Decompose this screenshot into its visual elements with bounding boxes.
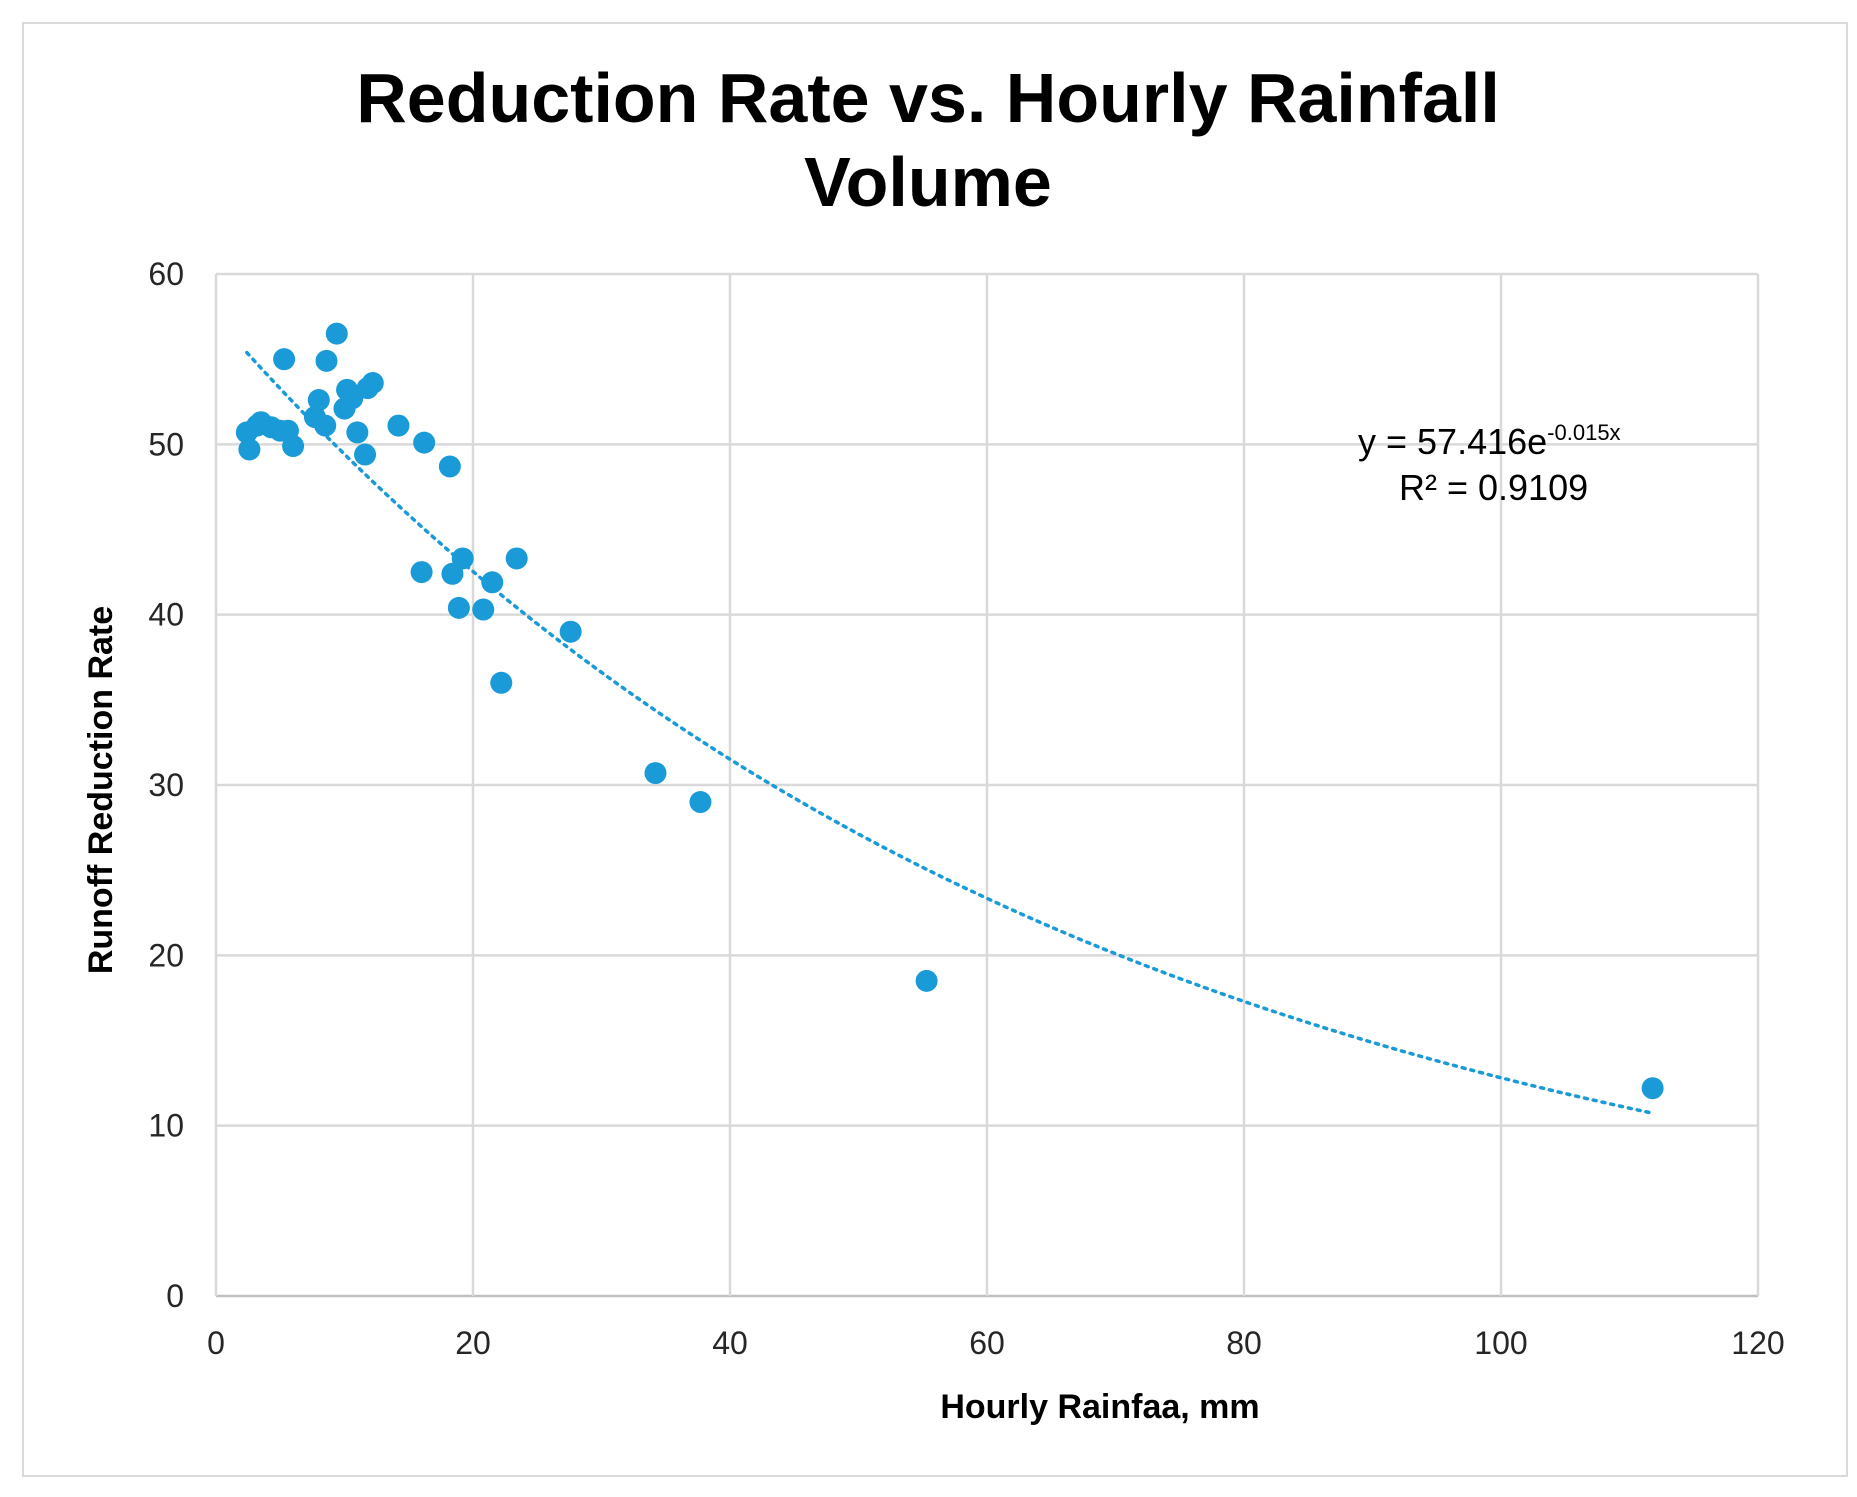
x-tick-label: 120 (1731, 1325, 1784, 1361)
data-point (410, 561, 433, 584)
y-tick-label: 30 (148, 767, 184, 803)
y-tick-label: 50 (148, 426, 184, 462)
data-point (915, 969, 938, 992)
equation-base: y = 57.416e (1358, 421, 1547, 462)
data-point (315, 349, 338, 372)
r-squared-label: R² = 0.9109 (1399, 467, 1588, 508)
y-tick-label: 40 (148, 597, 184, 633)
x-tick-label: 80 (1226, 1325, 1262, 1361)
data-point (689, 791, 712, 814)
y-tick-label: 60 (148, 256, 184, 292)
x-tick-label: 20 (455, 1325, 491, 1361)
chart-frame (22, 22, 1848, 1477)
data-point (413, 431, 436, 454)
data-point (282, 435, 305, 458)
data-point (481, 571, 504, 594)
chart-title-line-2: Volume (804, 143, 1052, 221)
equation-exponent: -0.015x (1547, 420, 1620, 445)
data-point (438, 455, 461, 478)
data-point (505, 547, 528, 570)
data-point (273, 348, 296, 371)
data-point (325, 322, 348, 345)
data-point (314, 414, 337, 437)
data-point (490, 671, 513, 694)
x-tick-label: 100 (1474, 1325, 1527, 1361)
data-point (238, 438, 261, 461)
data-point (472, 598, 495, 621)
x-axis-ticks: 0 20 40 60 80 100 120 (207, 1325, 1785, 1361)
y-tick-label: 0 (166, 1278, 184, 1314)
data-point (387, 414, 410, 437)
data-point (354, 443, 377, 466)
data-point (1641, 1077, 1664, 1100)
x-tick-label: 60 (969, 1325, 1005, 1361)
x-tick-label: 40 (712, 1325, 748, 1361)
trendline (245, 350, 1655, 1115)
y-axis-title: Runoff Reduction Rate (82, 606, 120, 974)
chart-title-line-1: Reduction Rate vs. Hourly Rainfall (356, 59, 1500, 137)
data-point (644, 762, 667, 785)
y-axis-ticks: 0 10 20 30 40 50 60 (148, 256, 184, 1314)
data-points (235, 322, 1664, 1100)
data-point (559, 620, 582, 643)
trendline-equation: y = 57.416e-0.015x (1358, 420, 1621, 462)
y-tick-label: 20 (148, 937, 184, 973)
data-point (307, 389, 330, 412)
x-axis-title: Hourly Rainfaa, mm (940, 1388, 1259, 1426)
data-point (346, 421, 369, 444)
y-tick-label: 10 (148, 1108, 184, 1144)
x-tick-label: 0 (207, 1325, 225, 1361)
data-point (451, 547, 474, 570)
data-point (447, 596, 470, 619)
gridlines (214, 272, 1760, 1298)
data-point (361, 372, 384, 395)
